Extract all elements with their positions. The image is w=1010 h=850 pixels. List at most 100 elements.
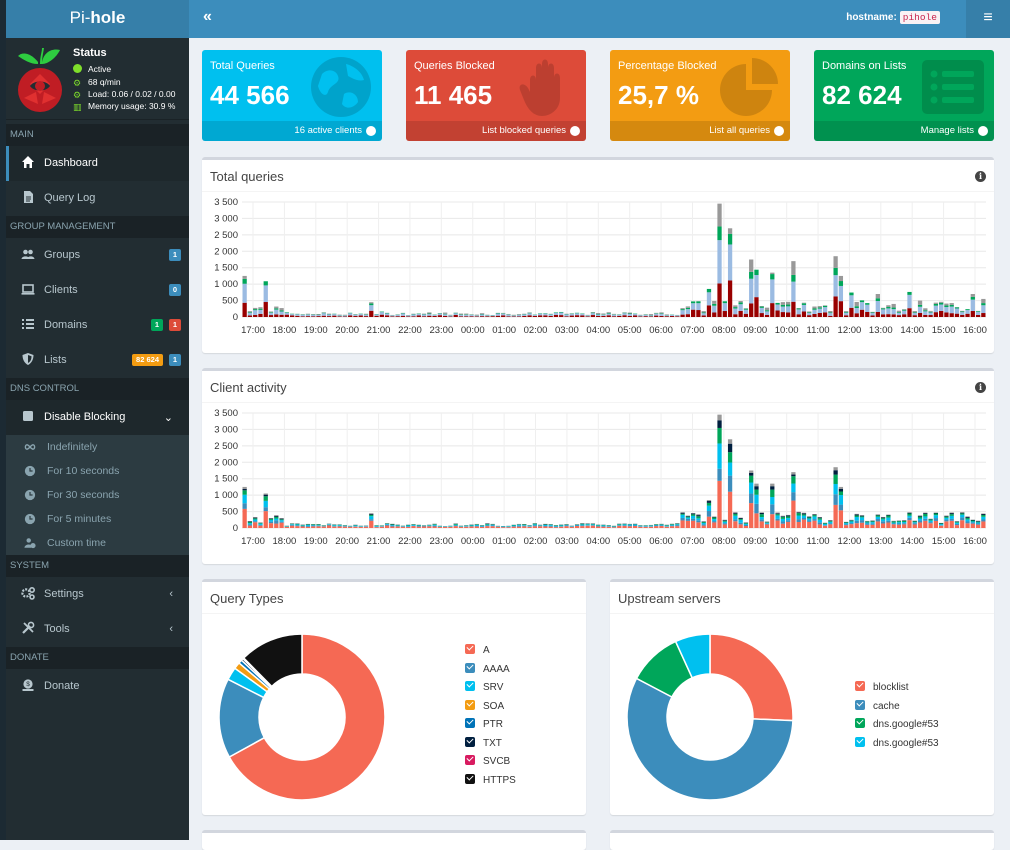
- sidebar-item-lists[interactable]: Lists 82 624 1: [6, 343, 189, 378]
- chart-bar: [659, 316, 663, 317]
- sub-item-custom-time[interactable]: Custom time: [6, 531, 189, 555]
- sub-item-indefinitely[interactable]: Indefinitely: [6, 435, 189, 459]
- chart-bar: [892, 314, 896, 317]
- chart-bar: [960, 515, 964, 518]
- legend-item[interactable]: SOA: [465, 700, 504, 712]
- sidebar-item-tools[interactable]: Tools ‹: [6, 612, 189, 647]
- status-rate-line: ⚙68 q/min: [73, 77, 121, 88]
- chevron-left-icon: ‹: [169, 588, 173, 600]
- upstream-servers-donut[interactable]: [610, 614, 810, 814]
- chart-bar: [865, 303, 869, 305]
- info-icon[interactable]: i: [975, 171, 986, 182]
- chart-bar: [248, 315, 252, 317]
- legend-item[interactable]: SRV: [465, 681, 503, 693]
- chart-bar: [965, 523, 969, 528]
- legend-item[interactable]: dns.google#53: [855, 718, 939, 730]
- sidebar-item-settings[interactable]: Settings ‹: [6, 577, 189, 612]
- chart-bar: [775, 520, 779, 528]
- chart-bar: [306, 527, 310, 528]
- legend-checkbox[interactable]: [465, 737, 475, 747]
- chart-bar: [907, 520, 911, 528]
- chart-bar: [839, 510, 843, 528]
- sidebar-item-donate[interactable]: $ Donate: [6, 669, 189, 704]
- legend-checkbox[interactable]: [465, 644, 475, 654]
- card-footer-link[interactable]: List all queries: [610, 121, 790, 141]
- legend-item[interactable]: A: [465, 644, 490, 656]
- y-tick-label: 500: [222, 507, 238, 518]
- legend-checkbox[interactable]: [855, 700, 865, 710]
- section-main: MAIN: [6, 124, 189, 146]
- chart-bar: [965, 516, 969, 517]
- chart-bar: [475, 525, 479, 526]
- legend-checkbox[interactable]: [465, 681, 475, 691]
- sidebar-toggle-icon[interactable]: «: [203, 8, 212, 26]
- card-footer-link[interactable]: List blocked queries: [406, 121, 586, 141]
- chart-bar: [512, 525, 516, 526]
- legend-checkbox[interactable]: [465, 700, 475, 710]
- legend-item[interactable]: HTTPS: [465, 774, 516, 786]
- sidebar-item-query-log[interactable]: Query Log: [6, 181, 189, 216]
- legend-checkbox[interactable]: [465, 774, 475, 784]
- sidebar-item-domains[interactable]: Domains 1 1: [6, 308, 189, 343]
- chart-bar: [833, 296, 837, 317]
- chart-bar: [512, 527, 516, 528]
- sidebar-item-clients[interactable]: Clients 0: [6, 273, 189, 308]
- chart-bar: [876, 515, 880, 516]
- chart-bar: [775, 514, 779, 515]
- query-types-donut[interactable]: [202, 614, 402, 814]
- legend-item[interactable]: PTR: [465, 718, 503, 730]
- chart-bar: [839, 286, 843, 301]
- card-footer-link[interactable]: 16 active clients: [202, 121, 382, 141]
- chart-bar: [833, 467, 837, 470]
- chart-bar: [950, 521, 954, 528]
- legend-item[interactable]: AAAA: [465, 663, 510, 675]
- legend-checkbox[interactable]: [465, 755, 475, 765]
- chart-bar: [279, 315, 283, 317]
- chart-bar: [491, 526, 495, 527]
- y-tick-label: 3 000: [214, 424, 238, 435]
- menu-hamburger-icon[interactable]: ≡: [966, 0, 1010, 38]
- globe-icon: [308, 54, 374, 120]
- chart-bar: [712, 522, 716, 528]
- legend-item[interactable]: SVCB: [465, 755, 510, 767]
- chart-bar: [886, 305, 890, 307]
- donut-slice[interactable]: [710, 634, 793, 721]
- legend-checkbox[interactable]: [855, 718, 865, 728]
- chart-bar: [274, 520, 278, 523]
- chart-bar: [617, 525, 621, 526]
- sub-item-10-seconds[interactable]: For 10 seconds: [6, 459, 189, 483]
- chart-bar: [902, 314, 906, 317]
- card-footer-link[interactable]: Manage lists: [814, 121, 994, 141]
- legend-checkbox[interactable]: [855, 681, 865, 691]
- sidebar-item-disable-blocking[interactable]: Disable Blocking ⌄: [6, 400, 189, 435]
- legend-item[interactable]: dns.google#53: [855, 737, 939, 749]
- sub-item-5-minutes[interactable]: For 5 minutes: [6, 507, 189, 531]
- chart-bar: [549, 525, 553, 526]
- app-logo[interactable]: Pi-hole: [6, 0, 189, 38]
- sidebar-item-dashboard[interactable]: Dashboard: [6, 146, 189, 181]
- chart-bar: [559, 525, 563, 526]
- chart-bar: [786, 515, 790, 516]
- legend-item[interactable]: cache: [855, 700, 900, 712]
- legend-item[interactable]: blocklist: [855, 681, 909, 693]
- chart-bar: [691, 516, 695, 519]
- chart-bar: [591, 313, 595, 314]
- info-icon[interactable]: i: [975, 382, 986, 393]
- chart-bar: [585, 525, 589, 526]
- chart-bar: [654, 525, 658, 526]
- chart-bar: [427, 525, 431, 526]
- sidebar-label-query-log: Query Log: [44, 192, 95, 204]
- chart-bar: [438, 314, 442, 316]
- sub-item-30-seconds[interactable]: For 30 seconds: [6, 483, 189, 507]
- sidebar-item-groups[interactable]: Groups 1: [6, 238, 189, 273]
- chart-bar: [691, 310, 695, 317]
- legend-checkbox[interactable]: [465, 718, 475, 728]
- legend-item[interactable]: TXT: [465, 737, 502, 749]
- chart-bar: [897, 523, 901, 524]
- legend-checkbox[interactable]: [465, 663, 475, 673]
- x-tick-label: 19:00: [304, 325, 328, 336]
- chart-bar: [897, 313, 901, 315]
- legend-checkbox[interactable]: [855, 737, 865, 747]
